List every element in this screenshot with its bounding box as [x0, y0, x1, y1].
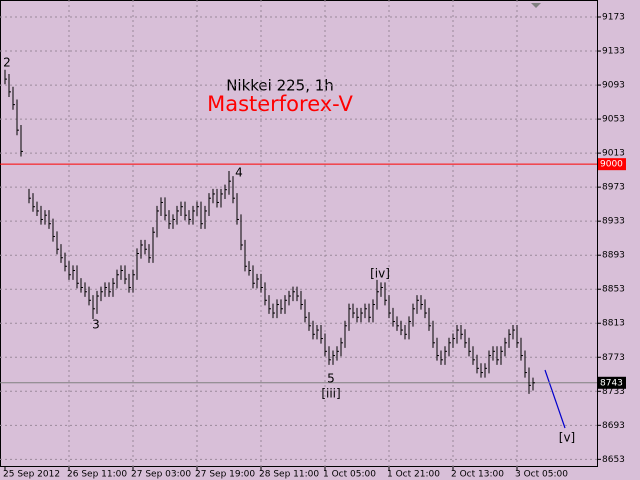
y-tick-label: 8813 — [602, 319, 625, 329]
price-label: 8743 — [600, 378, 623, 388]
wave-label: [v] — [559, 431, 575, 445]
price-label-box — [598, 376, 626, 389]
y-tick-label: 9053 — [602, 115, 625, 125]
x-tick-label: 1 Oct 21:00 — [387, 470, 440, 480]
x-tick-label: 25 Sep 2012 — [3, 470, 60, 480]
y-tick-label: 8773 — [602, 353, 625, 363]
wave-label: 4 — [235, 166, 243, 180]
y-tick-label: 9013 — [602, 149, 625, 159]
x-tick-label: 26 Sep 11:00 — [67, 470, 127, 480]
y-tick-label: 8893 — [602, 251, 625, 261]
x-tick-label: 2 Oct 13:00 — [451, 470, 504, 480]
wave-label: [iii] — [321, 387, 340, 401]
y-tick-label: 8733 — [602, 387, 625, 397]
y-tick-label: 9133 — [602, 47, 625, 57]
price-label: 9000 — [600, 160, 623, 170]
wave-label: 5 — [327, 372, 335, 386]
x-tick-label: 27 Sep 03:00 — [131, 470, 191, 480]
projection-line — [544, 369, 566, 429]
y-tick-label: 8853 — [602, 285, 625, 295]
y-tick-label: 8933 — [602, 217, 625, 227]
x-tick-label: 1 Oct 05:00 — [323, 470, 376, 480]
y-tick-label: 8693 — [602, 421, 625, 431]
wave-label: [iv] — [370, 267, 390, 281]
x-tick-label: 27 Sep 19:00 — [195, 470, 255, 480]
chart-subtitle: Masterforex-V — [207, 92, 353, 116]
plot-frame — [0, 0, 598, 467]
shift-marker — [531, 3, 541, 8]
x-tick-label: 28 Sep 11:00 — [259, 470, 319, 480]
y-tick-label: 9093 — [602, 81, 625, 91]
y-tick-label: 9173 — [602, 13, 625, 23]
y-tick-label: 8973 — [602, 183, 625, 193]
y-tick-label: 8653 — [602, 455, 625, 465]
wave-label: 3 — [92, 318, 100, 332]
price-label-box — [598, 158, 626, 171]
x-tick-label: 3 Oct 05:00 — [515, 470, 568, 480]
wave-label: 2 — [3, 56, 11, 70]
